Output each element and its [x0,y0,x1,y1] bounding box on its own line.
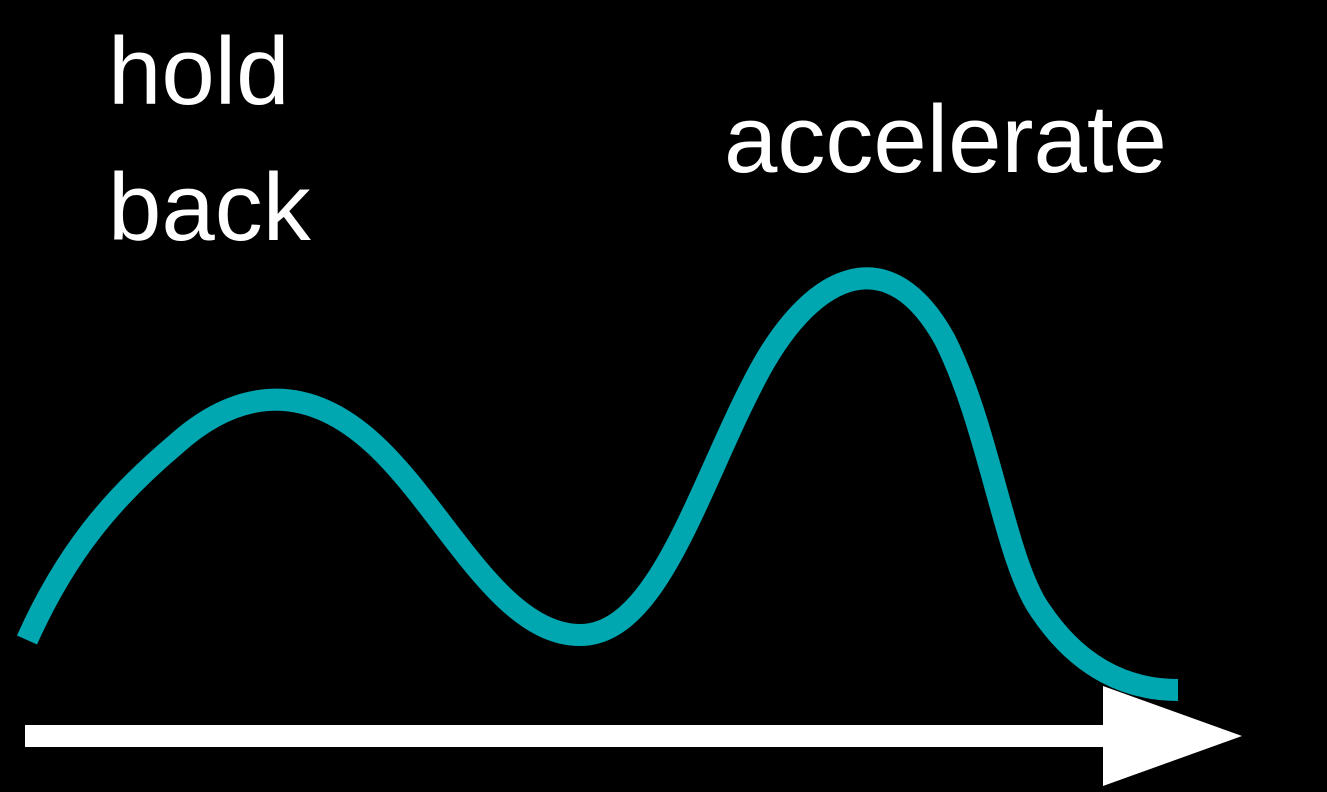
label-hold: hold [108,18,290,125]
label-back: back [108,154,311,261]
wave-curve [16,267,1179,701]
arrow-head [1103,686,1242,786]
label-accelerate: accelerate [724,86,1167,193]
arrow-shaft [25,725,1115,747]
